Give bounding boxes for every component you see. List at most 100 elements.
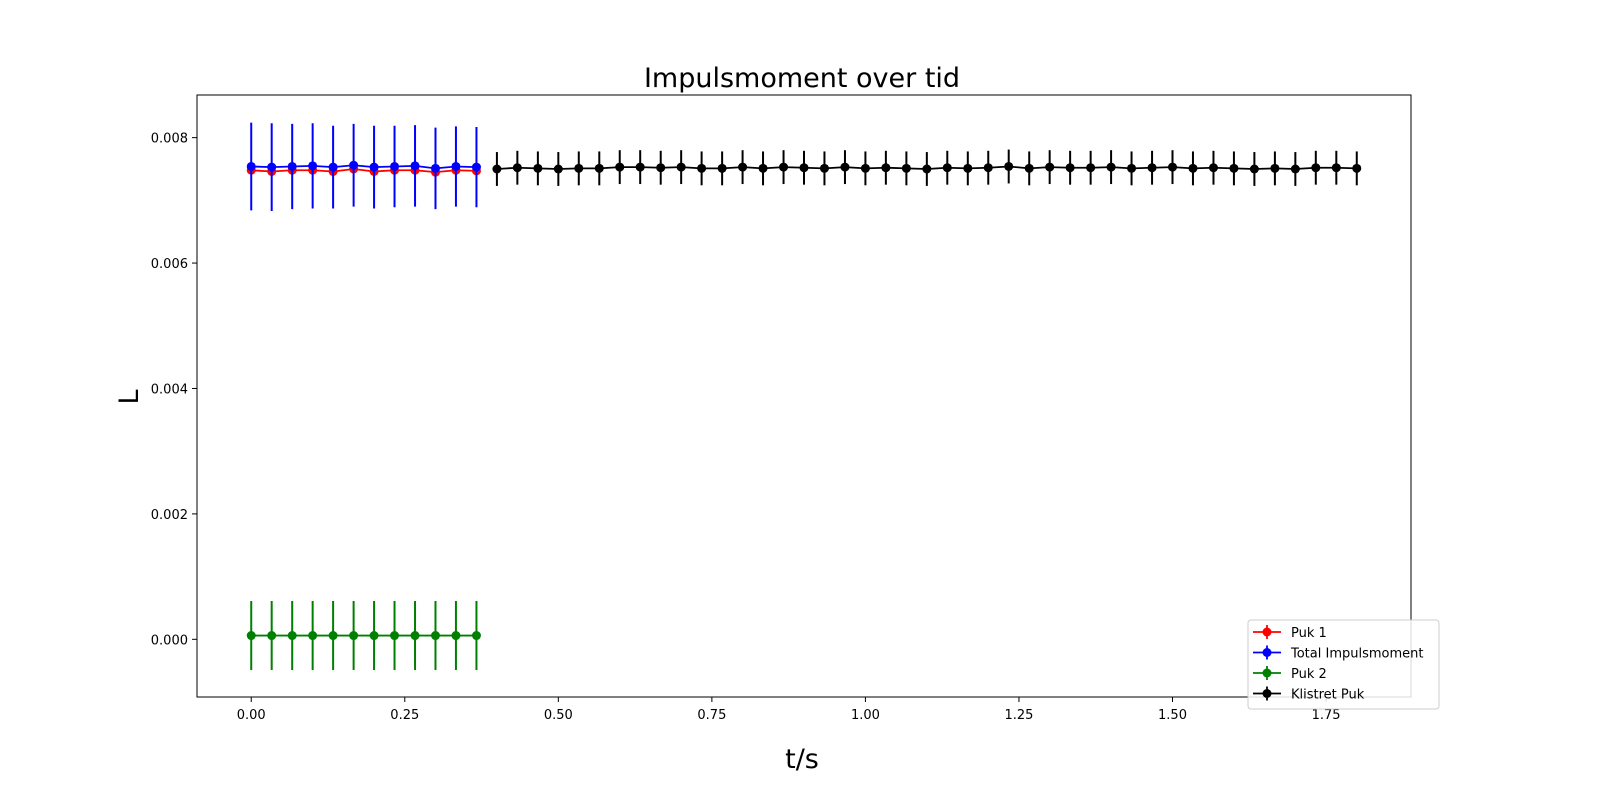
- data-point: [615, 162, 625, 172]
- data-point: [553, 164, 563, 174]
- data-point: [1270, 163, 1280, 173]
- data-point: [267, 162, 277, 172]
- data-point: [492, 164, 502, 174]
- data-point: [390, 161, 400, 171]
- data-point: [512, 163, 522, 173]
- data-point: [1004, 161, 1014, 171]
- data-point: [287, 161, 297, 171]
- x-tick-label: 1.25: [1004, 708, 1033, 723]
- data-point: [697, 163, 707, 173]
- x-tick-label: 1.00: [851, 708, 880, 723]
- series-line: [251, 164, 477, 170]
- data-point: [430, 163, 440, 173]
- data-point: [819, 163, 829, 173]
- data-point: [1208, 163, 1218, 173]
- x-tick-label: 0.75: [697, 708, 726, 723]
- y-tick-label: 0.000: [151, 633, 188, 648]
- series-line: [251, 168, 477, 174]
- data-point: [533, 163, 543, 173]
- data-point: [308, 161, 318, 171]
- data-point: [922, 164, 932, 174]
- data-point: [758, 163, 768, 173]
- data-point: [1106, 162, 1116, 172]
- data-point: [1229, 163, 1239, 173]
- data-point: [390, 631, 400, 641]
- legend-label: Puk 2: [1291, 667, 1327, 682]
- data-point: [881, 163, 891, 173]
- legend-entry: Puk 1: [1253, 625, 1327, 641]
- legend-label: Klistret Puk: [1291, 688, 1365, 703]
- data-point: [349, 160, 359, 170]
- data-point: [1290, 164, 1300, 174]
- data-point: [1045, 162, 1055, 172]
- legend-marker: [1262, 668, 1272, 678]
- x-tick-label: 1.75: [1312, 708, 1341, 723]
- data-point: [246, 631, 256, 641]
- chart-title: Impulsmoment over tid: [644, 63, 960, 94]
- x-tick-label: 0.25: [390, 708, 419, 723]
- data-point: [471, 631, 481, 641]
- data-point: [860, 163, 870, 173]
- y-axis-label: L: [114, 389, 145, 404]
- data-point: [410, 631, 420, 641]
- data-point: [1147, 163, 1157, 173]
- data-point: [1065, 163, 1075, 173]
- data-point: [717, 163, 727, 173]
- data-point: [410, 161, 420, 171]
- data-point: [1331, 163, 1341, 173]
- data-point: [328, 162, 338, 172]
- y-tick-label: 0.008: [151, 132, 188, 147]
- axes: 0.00 0.25 0.50 0.75 1.00 1.25 1.50 1.75 0.000 0.0…: [151, 94, 1412, 723]
- data-point: [1352, 163, 1362, 173]
- data-point: [635, 162, 645, 172]
- data-point: [369, 162, 379, 172]
- legend-marker: [1262, 627, 1272, 637]
- series-klistret-puk: [492, 149, 1362, 186]
- data-point: [676, 162, 686, 172]
- data-point: [1311, 163, 1321, 173]
- data-point: [1249, 164, 1259, 174]
- legend-label: Puk 1: [1291, 626, 1327, 641]
- legend: Puk 1 Total Impulsmoment Puk 2 Klistret Puk: [1247, 619, 1440, 710]
- plot-frame: [196, 94, 1412, 698]
- plot-area: [246, 122, 1362, 671]
- data-point: [1188, 163, 1198, 173]
- legend-entry: Puk 2: [1253, 666, 1327, 682]
- data-point: [779, 162, 789, 172]
- data-point: [574, 163, 584, 173]
- y-tick-label: 0.006: [151, 257, 188, 272]
- data-point: [901, 163, 911, 173]
- series-puk-2: [246, 601, 481, 671]
- y-tick-label: 0.002: [151, 508, 188, 523]
- y-tick-label: 0.004: [151, 382, 188, 397]
- data-point: [594, 163, 604, 173]
- x-tick-label: 1.50: [1158, 708, 1187, 723]
- data-point: [963, 163, 973, 173]
- legend-label: Total Impulsmoment: [1290, 647, 1423, 662]
- data-point: [328, 631, 338, 641]
- legend-box: [1247, 619, 1440, 710]
- data-point: [1086, 163, 1096, 173]
- x-tick-label: 0.50: [544, 708, 573, 723]
- data-point: [451, 161, 461, 171]
- data-point: [287, 631, 297, 641]
- data-point: [942, 163, 952, 173]
- data-point: [738, 162, 748, 172]
- data-point: [1168, 162, 1178, 172]
- legend-marker: [1262, 689, 1272, 698]
- data-point: [369, 631, 379, 641]
- data-point: [983, 163, 993, 173]
- data-point: [799, 163, 809, 173]
- x-axis-label: t/s: [785, 744, 819, 775]
- data-point: [430, 631, 440, 641]
- data-point: [451, 631, 461, 641]
- legend-entry: Total Impulsmoment: [1253, 645, 1423, 662]
- data-point: [1127, 163, 1137, 173]
- data-point: [656, 163, 666, 173]
- data-point: [1024, 163, 1034, 173]
- data-point: [471, 162, 481, 172]
- legend-marker: [1262, 648, 1272, 657]
- data-point: [840, 162, 850, 172]
- data-point: [349, 631, 359, 641]
